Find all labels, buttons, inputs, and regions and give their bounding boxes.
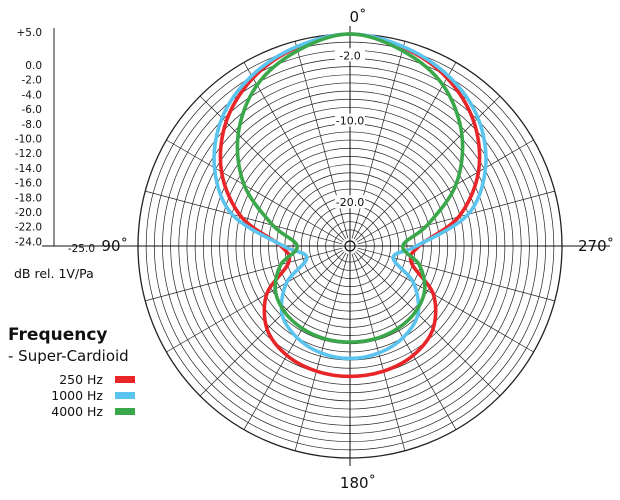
legend-item: 250 Hz [8,371,135,387]
scale-tick-label: -20.0 [15,207,42,219]
scale-tick-label: -6.0 [22,104,43,116]
ring-label: -20.0 [336,196,364,209]
grid-spoke [199,95,345,241]
scale-tick-label: -12.0 [15,148,42,160]
series-line [218,32,482,379]
legend-title: Frequency [8,325,108,345]
scale-tick-label: -14.0 [15,163,42,175]
series-line [235,32,465,344]
series-line [212,32,488,361]
grid-spoke [166,249,344,353]
legend-items: 250 Hz 1000 Hz 4000 Hz [8,371,135,419]
legend-item: 4000 Hz [8,403,135,419]
ring-label: -2.0 [339,49,360,62]
legend-item-label: 1000 Hz [51,387,103,403]
legend: Frequency - Super-Cardioid 250 Hz 1000 Hz… [8,325,135,419]
scale-tick-label: +5.0 [17,27,43,39]
grid-spoke [356,249,534,353]
grid-spoke [355,251,501,397]
angle-label: 270˚ [578,237,614,255]
legend-swatch [115,407,135,415]
ring-label-bg [335,48,365,62]
legend-swatch [115,391,135,399]
response-curves [212,32,488,379]
scale-tick-label: -24.0 [15,236,42,248]
polar-labels: 0˚ 90˚ 180˚ 270˚ -2.0 -10.0 -20.0 [101,8,614,492]
legend-item: 1000 Hz [8,387,135,403]
angle-label: 0˚ [349,8,366,26]
angle-label: 180˚ [340,474,376,492]
scale-tick-label: -18.0 [15,192,42,204]
scale-tick-label: -22.0 [15,222,42,234]
ring-label-bg [335,195,365,209]
grid-spoke [145,247,343,302]
grid-spoke [243,62,347,240]
grid-spoke [243,252,347,430]
center-marker [344,240,356,252]
scale-tick-label: -16.0 [15,178,42,190]
legend-swatch [115,375,135,383]
legend-item-label: 250 Hz [59,371,103,387]
ring-label-bg [335,113,365,127]
grid-spoke [356,139,534,243]
legend-item-label: 4000 Hz [51,403,103,419]
ring-label: -10.0 [336,115,364,128]
db-scale: +5.0 0.0 -2.0 -4.0 -6.0 -8.0 -10.0 -12.0 -14.0 -1… [15,27,95,255]
grid-spoke [166,139,344,243]
unit-label: dB rel. 1V/Pa [14,266,94,281]
grid-spoke [199,251,345,397]
scale-tick-label: -8.0 [22,119,43,131]
grid-spoke [355,95,501,241]
scale-tick-label: -2.0 [22,75,43,87]
scale-tick-label: -10.0 [15,134,42,146]
scale-tick-label: 0.0 [25,60,42,72]
scale-tick-label: -25.0 [68,243,95,255]
grid-spoke [357,247,555,302]
legend-subtitle: - Super-Cardioid [8,347,129,365]
polar-grid [42,26,610,466]
grid-spoke [353,62,457,240]
scale-tick-label: -4.0 [22,89,43,101]
angle-label: 90˚ [101,237,128,255]
grid-spoke [353,252,457,430]
